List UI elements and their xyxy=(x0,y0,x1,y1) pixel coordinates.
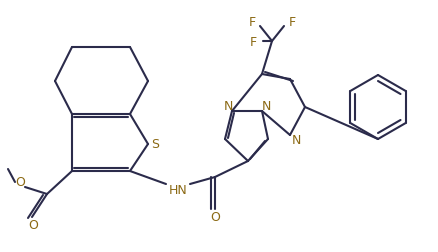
Text: F: F xyxy=(289,15,296,28)
Text: N: N xyxy=(261,99,271,112)
Text: F: F xyxy=(249,35,257,48)
Text: F: F xyxy=(248,15,255,28)
Text: HN: HN xyxy=(169,183,187,196)
Text: N: N xyxy=(223,99,233,112)
Text: O: O xyxy=(15,176,25,189)
Text: O: O xyxy=(28,219,38,232)
Text: N: N xyxy=(291,133,301,146)
Text: S: S xyxy=(151,138,159,151)
Text: O: O xyxy=(210,211,220,224)
